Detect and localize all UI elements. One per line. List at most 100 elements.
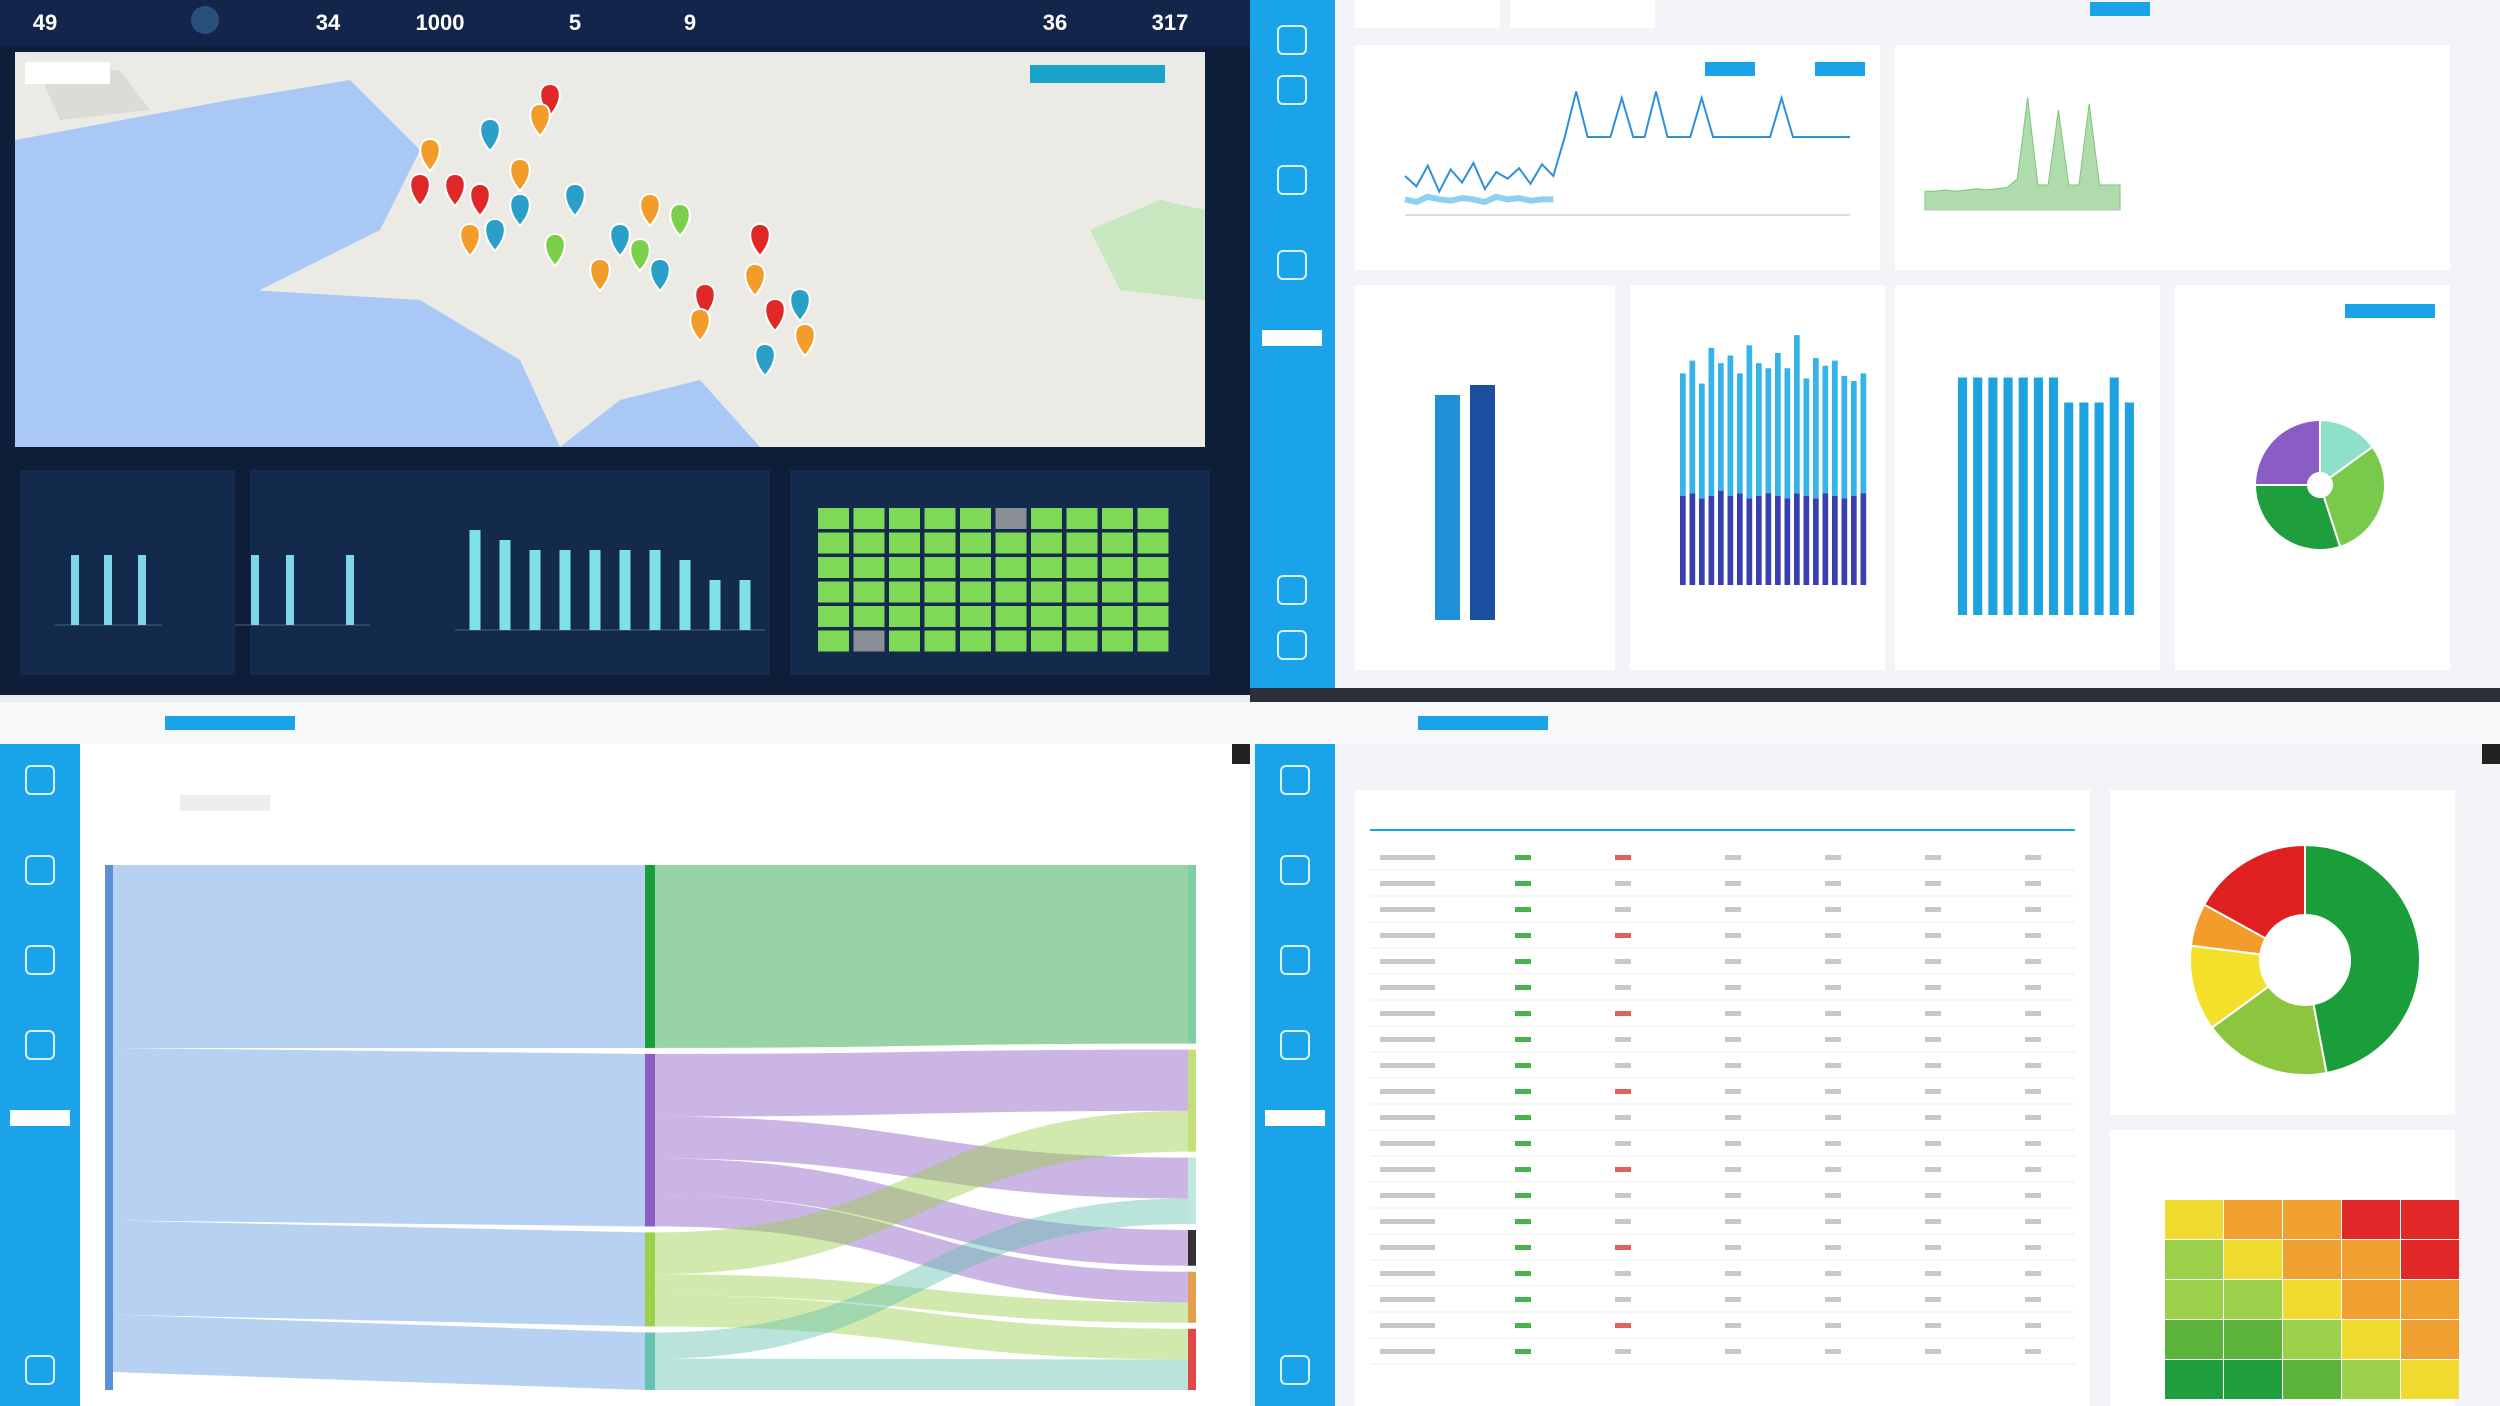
header-tab[interactable] <box>165 716 295 730</box>
heat-cell[interactable] <box>2283 1240 2341 1279</box>
heat-cell[interactable] <box>2165 1280 2223 1319</box>
status-cell[interactable] <box>924 630 956 652</box>
heat-cell[interactable] <box>2401 1200 2459 1239</box>
status-cell[interactable] <box>818 557 849 578</box>
status-cell[interactable] <box>1066 630 1098 652</box>
status-cell[interactable] <box>818 630 849 652</box>
nav-icon[interactable] <box>1277 165 1307 195</box>
status-cell[interactable] <box>960 532 991 554</box>
map-marker[interactable] <box>754 342 776 378</box>
map-marker[interactable] <box>469 182 491 218</box>
status-cell[interactable] <box>853 508 885 529</box>
heat-cell[interactable] <box>2342 1360 2400 1399</box>
status-cell[interactable] <box>1066 532 1098 554</box>
toggle[interactable] <box>1815 62 1865 76</box>
nav-icon[interactable] <box>1277 75 1307 105</box>
status-cell[interactable] <box>889 606 920 627</box>
status-cell[interactable] <box>1137 508 1169 529</box>
heat-cell[interactable] <box>2165 1240 2223 1279</box>
status-cell[interactable] <box>995 557 1027 578</box>
map-marker[interactable] <box>794 322 816 358</box>
status-cell[interactable] <box>853 630 885 652</box>
map-marker[interactable] <box>629 237 651 273</box>
map-marker[interactable] <box>419 137 441 173</box>
map-marker[interactable] <box>479 117 501 153</box>
nav-icon[interactable] <box>1280 945 1310 975</box>
filter[interactable] <box>180 795 270 811</box>
nav-icon[interactable] <box>1280 1030 1310 1060</box>
status-cell[interactable] <box>1102 508 1133 529</box>
status-cell[interactable] <box>889 508 920 529</box>
status-cell[interactable] <box>1066 606 1098 627</box>
nav-icon[interactable] <box>1280 765 1310 795</box>
status-cell[interactable] <box>1102 581 1133 603</box>
status-cell[interactable] <box>995 508 1027 529</box>
status-cell[interactable] <box>889 557 920 578</box>
map-marker[interactable] <box>669 202 691 238</box>
heat-cell[interactable] <box>2224 1280 2282 1319</box>
status-cell[interactable] <box>1137 630 1169 652</box>
heat-cell[interactable] <box>2283 1200 2341 1239</box>
status-cell[interactable] <box>924 581 956 603</box>
corner-button[interactable] <box>2482 744 2500 764</box>
status-cell[interactable] <box>1102 630 1133 652</box>
heat-cell[interactable] <box>2283 1360 2341 1399</box>
status-cell[interactable] <box>924 532 956 554</box>
heat-cell[interactable] <box>2224 1240 2282 1279</box>
nav-icon[interactable] <box>1277 630 1307 660</box>
nav-icon[interactable] <box>1280 1355 1310 1385</box>
status-cell[interactable] <box>818 508 849 529</box>
nav-icon[interactable] <box>1277 250 1307 280</box>
map-marker[interactable] <box>639 192 661 228</box>
heat-cell[interactable] <box>2401 1360 2459 1399</box>
map-toggle[interactable] <box>25 62 110 84</box>
nav-icon[interactable] <box>1277 575 1307 605</box>
status-cell[interactable] <box>1137 606 1169 627</box>
status-cell[interactable] <box>1031 606 1062 627</box>
status-cell[interactable] <box>1031 630 1062 652</box>
map-marker[interactable] <box>609 222 631 258</box>
heat-cell[interactable] <box>2342 1200 2400 1239</box>
heat-cell[interactable] <box>2224 1360 2282 1399</box>
corner-button[interactable] <box>1232 744 1250 764</box>
map-marker[interactable] <box>589 257 611 293</box>
status-cell[interactable] <box>924 508 956 529</box>
status-cell[interactable] <box>889 630 920 652</box>
status-cell[interactable] <box>1066 581 1098 603</box>
status-cell[interactable] <box>1066 557 1098 578</box>
heat-cell[interactable] <box>2283 1320 2341 1359</box>
map-marker[interactable] <box>509 157 531 193</box>
map-marker[interactable] <box>749 222 771 258</box>
status-cell[interactable] <box>960 557 991 578</box>
status-cell[interactable] <box>853 581 885 603</box>
status-cell[interactable] <box>1137 581 1169 603</box>
status-cell[interactable] <box>995 532 1027 554</box>
status-cell[interactable] <box>1102 557 1133 578</box>
status-cell[interactable] <box>960 630 991 652</box>
map-marker[interactable] <box>789 287 811 323</box>
nav-icon[interactable] <box>25 1355 55 1385</box>
map-marker[interactable] <box>764 297 786 333</box>
map-marker[interactable] <box>444 172 466 208</box>
heat-cell[interactable] <box>2165 1320 2223 1359</box>
heat-cell[interactable] <box>2401 1280 2459 1319</box>
status-cell[interactable] <box>818 581 849 603</box>
status-cell[interactable] <box>818 606 849 627</box>
status-cell[interactable] <box>1102 606 1133 627</box>
nav-icon[interactable] <box>1277 25 1307 55</box>
status-cell[interactable] <box>995 630 1027 652</box>
status-cell[interactable] <box>960 508 991 529</box>
status-cell[interactable] <box>818 532 849 554</box>
status-cell[interactable] <box>889 581 920 603</box>
map-marker[interactable] <box>459 222 481 258</box>
map-marker[interactable] <box>529 102 551 138</box>
nav-icon[interactable] <box>25 1030 55 1060</box>
map-marker[interactable] <box>744 262 766 298</box>
nav-icon[interactable] <box>25 765 55 795</box>
map-marker[interactable] <box>689 307 711 343</box>
status-cell[interactable] <box>960 581 991 603</box>
map-marker[interactable] <box>564 182 586 218</box>
nav-icon[interactable] <box>25 945 55 975</box>
nav-button[interactable] <box>1262 330 1322 346</box>
toggle[interactable] <box>2345 304 2435 318</box>
